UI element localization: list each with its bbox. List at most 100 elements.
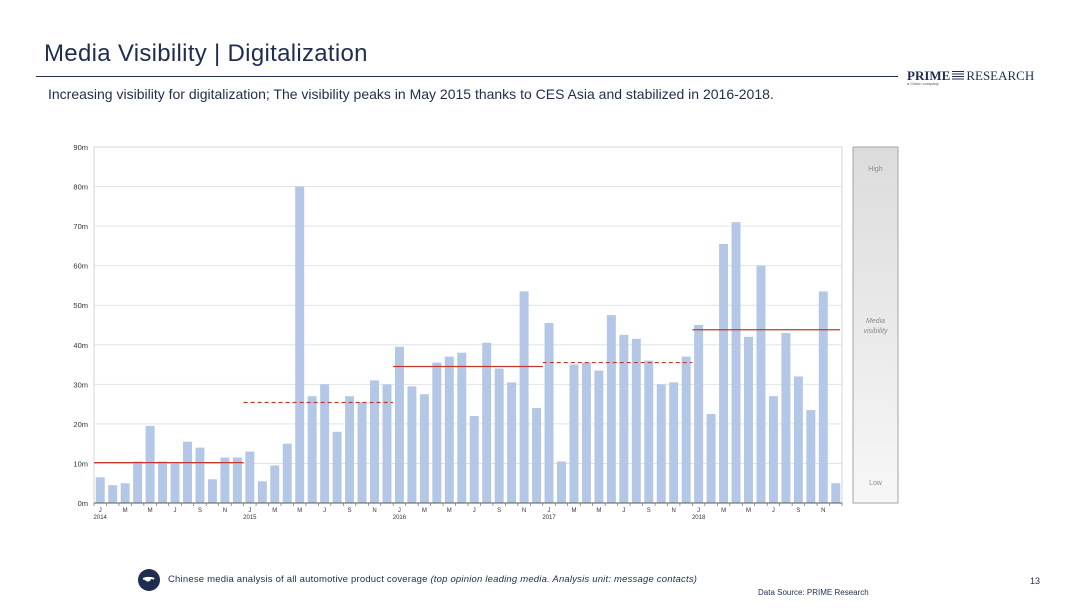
bar — [158, 461, 168, 503]
logo-word-research: RESEARCH — [966, 68, 1035, 83]
bar — [532, 408, 542, 503]
year-label: 2017 — [542, 515, 556, 521]
plot-area — [93, 146, 843, 504]
bar — [295, 186, 305, 504]
bar — [232, 457, 242, 503]
y-tick-label: 40m — [73, 341, 88, 350]
y-tick-label: 70m — [73, 222, 88, 231]
y-tick-label: 60m — [73, 262, 88, 271]
bar — [345, 396, 355, 503]
bar — [145, 425, 155, 503]
bar — [170, 463, 180, 503]
x-tick-label: M — [272, 508, 277, 514]
x-tick-label: S — [198, 508, 202, 514]
x-tick-label: M — [596, 508, 601, 514]
x-tick-label: N — [672, 508, 676, 514]
y-tick-label: 20m — [73, 420, 88, 429]
x-tick-label: S — [647, 508, 651, 514]
bar — [357, 402, 367, 503]
bar — [257, 481, 267, 503]
bar — [307, 396, 317, 503]
bar — [619, 334, 629, 503]
bar — [407, 386, 417, 503]
x-tick-label: S — [497, 508, 501, 514]
bar — [270, 465, 280, 503]
logo-bars-icon — [952, 71, 965, 81]
bar — [320, 384, 330, 503]
y-tick-label: 80m — [73, 183, 88, 192]
bar — [831, 483, 841, 503]
scale-mid-label: Media — [866, 318, 885, 325]
x-tick-label: M — [571, 508, 576, 514]
year-label: 2015 — [243, 515, 257, 521]
x-tick-label: J — [622, 508, 625, 514]
bar — [781, 332, 791, 503]
year-label: 2014 — [94, 515, 108, 521]
bar — [656, 384, 666, 503]
logo-word-prime: PRIME — [907, 68, 951, 83]
bar — [133, 461, 143, 503]
bar — [594, 370, 604, 503]
bar — [569, 364, 579, 503]
x-tick-label: M — [297, 508, 302, 514]
y-tick-label: 90m — [73, 143, 88, 152]
bar — [220, 457, 230, 503]
bar — [719, 243, 729, 503]
footer-note-text: Chinese media analysis of all automotive… — [168, 574, 428, 585]
bar — [631, 338, 641, 503]
bar — [806, 410, 816, 503]
bar — [818, 291, 828, 503]
page-number: 13 — [1030, 576, 1041, 586]
x-tick-label: J — [398, 508, 401, 514]
x-tick-label: J — [473, 508, 476, 514]
x-tick-label: M — [148, 508, 153, 514]
bar — [768, 396, 778, 503]
scale-mid-label: visibility — [863, 328, 888, 335]
bar — [370, 380, 379, 503]
bar — [669, 382, 679, 503]
x-tick-label: N — [372, 508, 376, 514]
scale-high-label: High — [868, 166, 883, 173]
x-tick-label: J — [174, 508, 177, 514]
visibility-scale — [852, 146, 899, 504]
x-tick-label: M — [746, 508, 751, 514]
bar — [731, 222, 741, 503]
bar — [581, 362, 591, 503]
bar — [444, 356, 454, 503]
x-tick-label: M — [447, 508, 452, 514]
x-tick-label: J — [248, 508, 251, 514]
bar — [120, 483, 130, 503]
bar — [282, 443, 292, 503]
bar — [419, 394, 429, 503]
bar — [95, 477, 105, 503]
y-tick-label: 30m — [73, 380, 88, 389]
x-tick-label: J — [772, 508, 775, 514]
bar — [245, 451, 255, 503]
bar — [394, 346, 404, 503]
y-tick-label: 50m — [73, 301, 88, 310]
bar — [519, 291, 529, 503]
x-tick-label: M — [123, 508, 128, 514]
x-tick-label: N — [821, 508, 825, 514]
bar — [494, 368, 504, 503]
bar — [681, 356, 691, 503]
bar — [457, 352, 467, 503]
bar — [183, 441, 192, 503]
bar — [606, 315, 616, 503]
x-tick-label: J — [697, 508, 700, 514]
comment-icon — [138, 569, 160, 591]
bar — [644, 360, 654, 503]
x-tick-label: J — [548, 508, 551, 514]
year-label: 2018 — [692, 515, 706, 521]
data-source: Data Source: PRIME Research — [758, 588, 869, 597]
bar — [332, 431, 342, 503]
year-label: 2016 — [393, 515, 407, 521]
bar — [793, 376, 803, 503]
bar — [694, 325, 704, 503]
footer-note: Chinese media analysis of all automotive… — [168, 574, 697, 585]
scale-low-label: Low — [869, 480, 883, 487]
prime-research-logo: PRIME RESEARCH — [907, 67, 1034, 85]
bar — [432, 362, 442, 503]
bar — [744, 336, 753, 503]
